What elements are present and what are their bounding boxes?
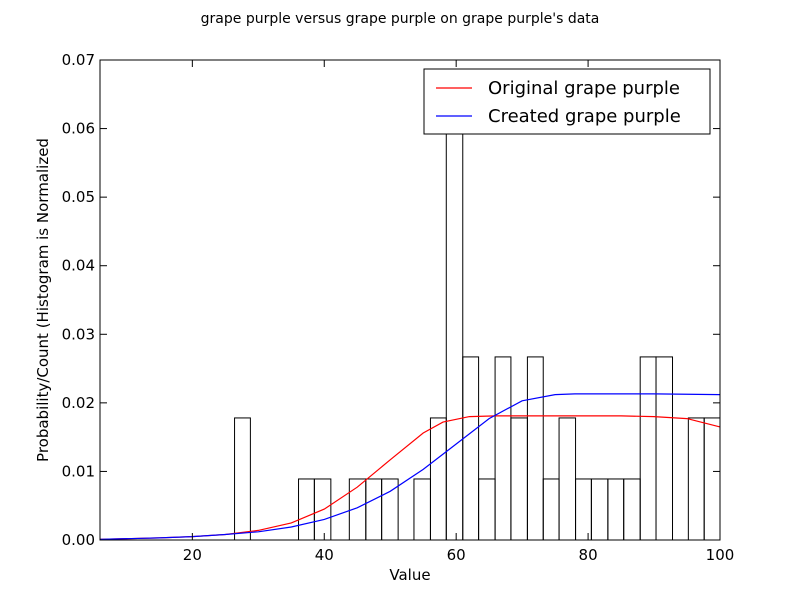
legend-label-original: Original grape purple — [488, 78, 680, 99]
histogram-bar-19 — [623, 478, 641, 541]
histogram-bar-23 — [703, 417, 721, 541]
histogram-bar-4 — [365, 478, 383, 541]
histogram-bar-16 — [575, 478, 592, 541]
histogram-bar-22 — [687, 417, 705, 541]
histogram-bar-17 — [590, 478, 609, 541]
histogram-bars — [234, 112, 721, 541]
series-line-1 — [99, 393, 721, 540]
y-tick-label-0: 0.00 — [62, 531, 95, 549]
y-axis-label: Probability/Count (Histogram is Normaliz… — [34, 138, 52, 462]
x-axis-label: Value — [389, 566, 430, 584]
histogram-bar-20 — [639, 356, 657, 541]
legend-box — [423, 68, 711, 135]
histogram-bar-11 — [494, 356, 512, 541]
histogram-bar-7 — [429, 417, 447, 541]
histogram-bar-9 — [462, 356, 480, 541]
plot-frame — [99, 59, 721, 541]
x-tick-label-1: 40 — [315, 546, 334, 564]
histogram-bar-0 — [234, 417, 251, 541]
y-tick-label-4: 0.04 — [62, 257, 95, 275]
x-tick-label-2: 60 — [447, 546, 466, 564]
histogram-bar-15 — [558, 417, 577, 541]
y-tick-label-7: 0.07 — [62, 51, 95, 69]
y-tick-label-2: 0.02 — [62, 394, 95, 412]
histogram-bar-21 — [655, 356, 674, 541]
x-tick-label-4: 100 — [706, 546, 735, 564]
legend: Original grape purple Created grape purp… — [423, 68, 711, 135]
series-lines — [99, 393, 721, 540]
y-tick-label-1: 0.01 — [62, 462, 95, 480]
histogram-bar-1 — [298, 478, 315, 541]
histogram-bar-13 — [526, 356, 544, 541]
x-tick-label-3: 80 — [579, 546, 598, 564]
y-axis: 0.00 0.01 0.02 0.03 0.04 0.05 0.06 0.07 — [62, 51, 720, 549]
histogram-bar-10 — [478, 478, 496, 541]
histogram-bar-18 — [607, 478, 625, 541]
legend-label-created: Created grape purple — [488, 106, 681, 127]
histogram-bar-14 — [542, 478, 560, 541]
x-axis: 20 40 60 80 100 — [183, 60, 735, 564]
y-tick-label-5: 0.05 — [62, 188, 95, 206]
histogram-bar-6 — [413, 478, 431, 541]
x-tick-label-0: 20 — [183, 546, 202, 564]
chart-title: grape purple versus grape purple on grap… — [201, 11, 600, 27]
histogram-bar-12 — [510, 417, 528, 541]
y-tick-label-3: 0.03 — [62, 325, 95, 343]
y-tick-label-6: 0.06 — [62, 120, 95, 138]
histogram-bar-8 — [445, 112, 464, 541]
